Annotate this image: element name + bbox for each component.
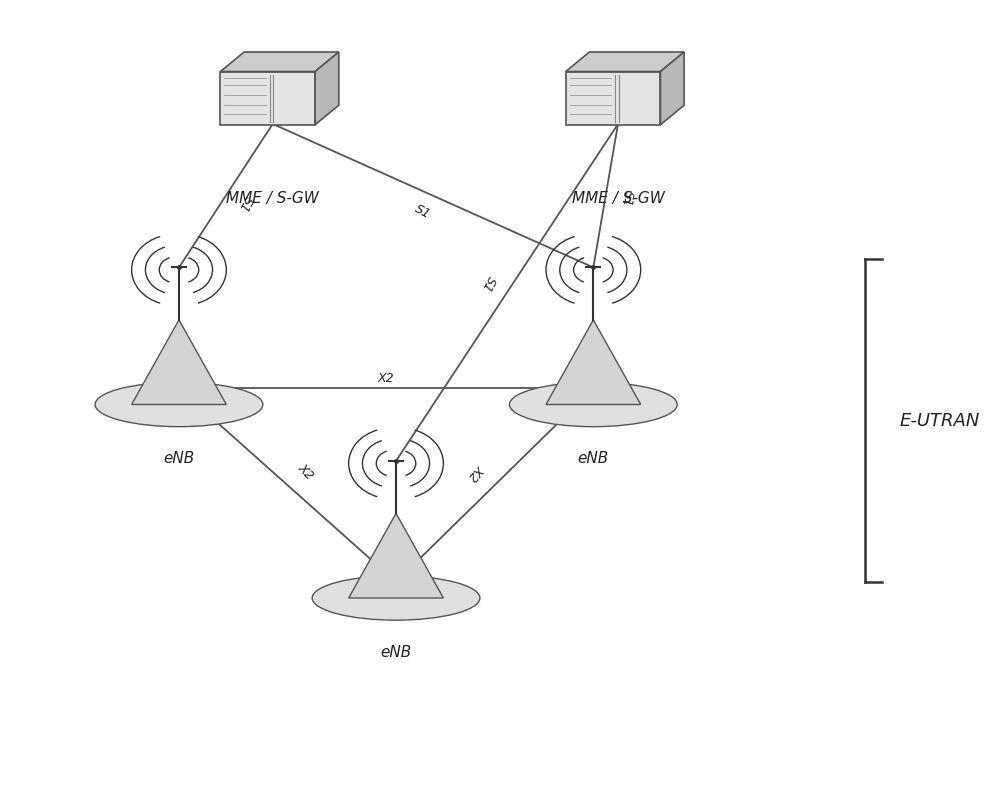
Text: X2: X2 [295, 461, 316, 482]
Text: S1: S1 [413, 201, 433, 221]
Polygon shape [546, 320, 641, 404]
Text: eNB: eNB [163, 451, 195, 466]
Ellipse shape [95, 383, 263, 426]
Polygon shape [132, 320, 226, 404]
Polygon shape [220, 52, 339, 71]
Polygon shape [349, 514, 443, 598]
Text: MME / S-GW: MME / S-GW [572, 191, 664, 205]
Ellipse shape [509, 383, 677, 426]
Polygon shape [220, 71, 315, 125]
Text: eNB: eNB [578, 451, 609, 466]
Text: S1: S1 [478, 274, 497, 294]
Text: X2: X2 [378, 372, 394, 385]
Polygon shape [315, 52, 339, 125]
Text: S1: S1 [236, 194, 254, 214]
Polygon shape [660, 52, 684, 125]
Ellipse shape [312, 576, 480, 621]
Text: eNB: eNB [380, 645, 412, 660]
Text: X2: X2 [465, 462, 486, 483]
Polygon shape [566, 52, 684, 71]
Text: MME / S-GW: MME / S-GW [226, 191, 319, 205]
Text: E-UTRAN: E-UTRAN [899, 412, 980, 430]
Polygon shape [566, 71, 660, 125]
Text: S1: S1 [620, 189, 635, 207]
